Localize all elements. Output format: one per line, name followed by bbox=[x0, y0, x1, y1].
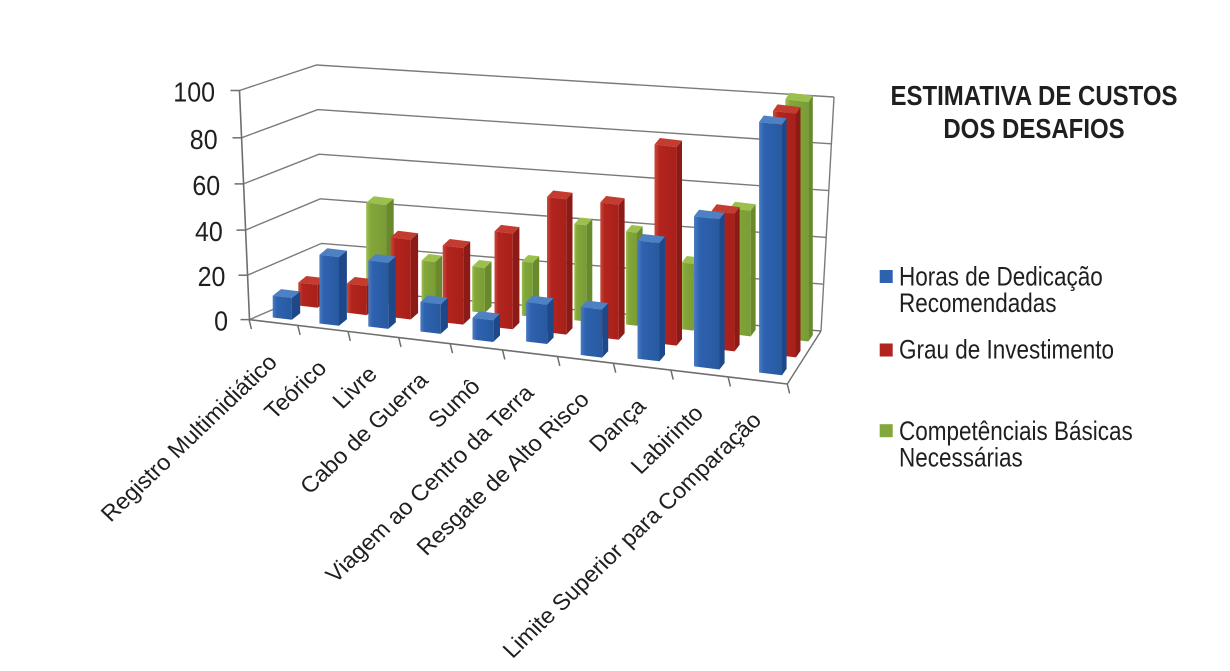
svg-text:Necessárias: Necessárias bbox=[899, 444, 1023, 473]
svg-text:Horas de Dedicação: Horas de Dedicação bbox=[899, 263, 1103, 292]
svg-text:DOS DESAFIOS: DOS DESAFIOS bbox=[943, 115, 1124, 145]
svg-text:Competênciais Básicas: Competênciais Básicas bbox=[899, 417, 1133, 446]
svg-text:ESTIMATIVA DE CUSTOS: ESTIMATIVA DE CUSTOS bbox=[890, 82, 1177, 112]
svg-text:20: 20 bbox=[198, 261, 226, 292]
svg-text:60: 60 bbox=[192, 170, 220, 201]
svg-text:40: 40 bbox=[195, 216, 223, 247]
svg-text:Grau de Investimento: Grau de Investimento bbox=[899, 336, 1114, 365]
svg-text:Recomendadas: Recomendadas bbox=[899, 289, 1057, 318]
svg-text:0: 0 bbox=[214, 305, 228, 336]
svg-text:100: 100 bbox=[173, 76, 215, 107]
svg-text:80: 80 bbox=[190, 124, 218, 155]
